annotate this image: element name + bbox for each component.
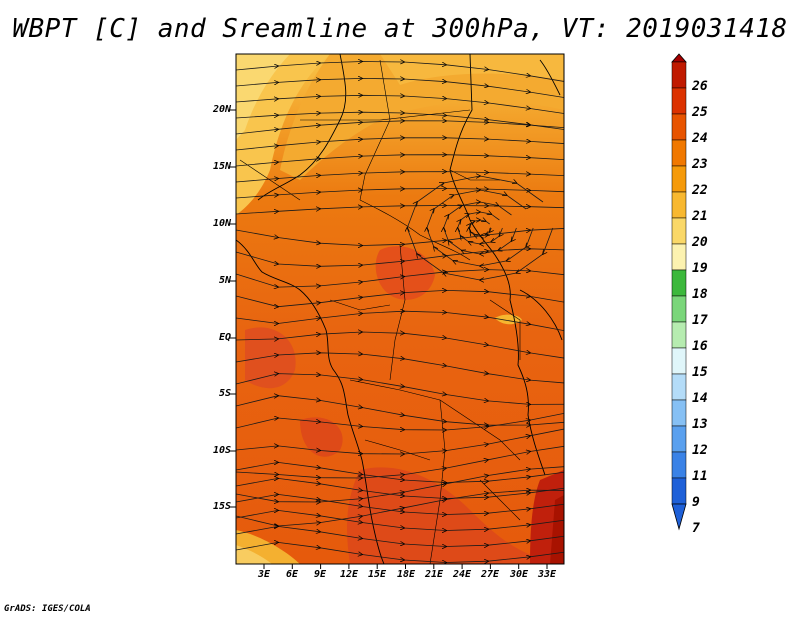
colorbar-label-25: 25 [692,105,708,120]
lon-label-30e: 30E [509,569,529,580]
colorbar-top-triangle [671,53,687,63]
lon-label-21e: 21E [424,569,444,580]
streamline [236,332,564,359]
lon-label-27e: 27E [480,569,500,580]
colorbar-swatch-13 [671,373,687,401]
lon-label-3e: 3E [257,569,271,580]
colorbar-label-7: 7 [692,521,700,536]
colorbar-swatch-9 [671,451,687,479]
streamline [236,249,564,266]
streamline [236,155,564,167]
colorbar-label-9: 9 [692,495,700,510]
colorbar-swatch-20 [671,191,687,219]
streamline [236,121,564,135]
colorbar-swatch-19 [671,217,687,245]
lon-label-6e: 6E [285,569,299,580]
colorbar-label-17: 17 [692,313,708,328]
streamline [236,172,564,183]
colorbar-label-26: 26 [692,79,708,94]
colorbar-label-13: 13 [692,417,708,432]
map-frame [235,53,565,565]
colorbar-swatch-21 [671,165,687,193]
colorbar-swatch-23 [671,113,687,141]
streamline [236,95,564,114]
lat-label-15s: 15S [212,501,231,512]
lon-label-24e: 24E [452,569,472,580]
streamline [236,542,564,562]
lon-label-9e: 9E [313,569,327,580]
streamline [236,62,564,82]
colorbar-swatch-11 [671,425,687,453]
colorbar-swatch-25 [671,61,687,89]
colorbar-label-12: 12 [692,443,708,458]
colorbar-label-24: 24 [692,131,708,146]
colorbar-swatch-16 [671,295,687,323]
colorbar-swatch-24 [671,87,687,115]
lon-label-18e: 18E [396,569,416,580]
streamline [236,412,564,430]
lat-label-20n: 20N [212,104,231,115]
lat-label-10n: 10N [212,218,231,229]
lat-label-15n: 15N [212,161,231,172]
streamline [236,228,564,246]
streamline [236,270,564,288]
axis-ticks [230,109,548,569]
colorbar-swatch-7 [671,477,687,505]
colorbar-swatch-15 [671,321,687,349]
colorbar-label-15: 15 [692,365,708,380]
colorbar-label-18: 18 [692,287,708,302]
lat-label-10s: 10S [212,445,231,456]
grads-credit: GrADS: IGES/COLA [4,604,91,614]
colorbar-bottom-triangle [671,503,687,531]
lon-label-33e: 33E [537,569,557,580]
streamline [236,311,564,332]
colorbar-label-20: 20 [692,235,708,250]
colorbar-label-11: 11 [692,469,708,484]
lat-label-5n: 5N [218,275,231,286]
map-title: WBPT [C] and Sreamline at 300hPa, VT: 20… [12,14,788,44]
streamline [236,78,564,98]
lon-label-12e: 12E [339,569,359,580]
lon-label-15e: 15E [367,569,387,580]
colorbar-label-14: 14 [692,391,708,406]
colorbar-swatch-12 [671,399,687,427]
lat-label-5s: 5S [218,388,231,399]
colorbar-label-23: 23 [692,157,708,172]
colorbar-label-16: 16 [692,339,708,354]
colorbar-swatch-18 [671,243,687,271]
streamline [236,138,564,151]
colorbar-label-21: 21 [692,209,708,224]
colorbar-swatch-22 [671,139,687,167]
colorbar-label-19: 19 [692,261,708,276]
streamline [236,290,564,306]
colorbar-label-22: 22 [692,183,708,198]
lat-label-eq: EQ [218,332,231,343]
streamlines [236,62,564,563]
colorbar-swatch-17 [671,269,687,297]
colorbar-swatch-14 [671,347,687,375]
